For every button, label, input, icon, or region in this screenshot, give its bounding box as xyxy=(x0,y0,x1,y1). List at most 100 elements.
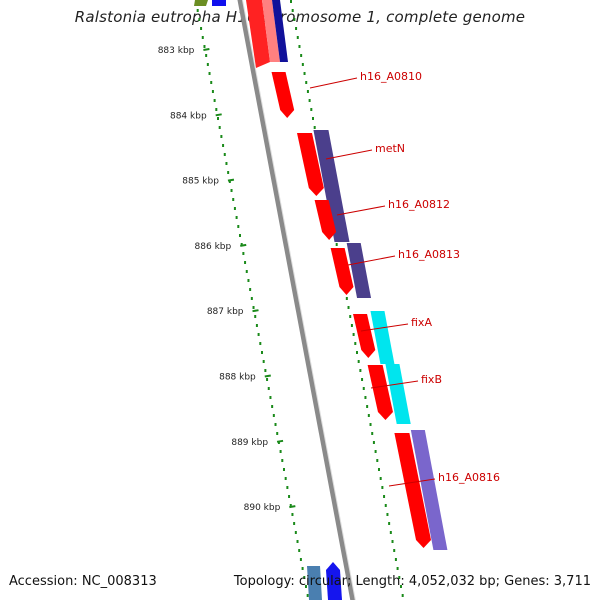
scale-tick-label: 884 kbp xyxy=(170,111,207,121)
scale-tick xyxy=(227,178,235,182)
gc-dot xyxy=(291,9,294,12)
gc-dot xyxy=(235,216,238,219)
accession-text: Accession: NC_008313 xyxy=(9,574,157,589)
cds-metN xyxy=(297,133,324,196)
gc-dot xyxy=(290,0,292,3)
gc-dot xyxy=(310,108,313,111)
gc-dot xyxy=(233,207,236,210)
gene-labels: h16_A0810 metN h16_A0812 h16_A0813 fixA fixB h… xyxy=(309,70,500,487)
gc-dot xyxy=(304,585,307,588)
gc-dot xyxy=(245,270,248,273)
gc-dot xyxy=(303,72,306,75)
gc-dot xyxy=(379,477,382,480)
partial-feature-blue-bottom xyxy=(326,562,342,600)
gc-dot xyxy=(223,153,226,156)
gc-dot xyxy=(355,351,358,354)
gc-dot xyxy=(367,414,370,417)
gc-dot xyxy=(303,576,306,579)
gene-label-fixA[interactable]: fixA xyxy=(411,316,432,329)
gc-dot xyxy=(264,369,267,372)
gc-dot xyxy=(293,18,296,21)
scale-tick xyxy=(203,48,210,51)
gc-dot xyxy=(384,504,387,507)
gene-label-h16_A0812[interactable]: h16_A0812 xyxy=(388,198,450,211)
gc-dot xyxy=(198,18,201,21)
scale-tick xyxy=(240,243,247,247)
kbp-scale: 883 kbp 884 kbp 885 kbp 886 kbp 887 kbp 888 k… xyxy=(158,46,296,513)
track-h16_A0816 xyxy=(410,430,448,550)
gc-dot xyxy=(203,45,206,48)
gc-dot xyxy=(200,27,203,30)
genome-summary-text: Topology: circular; Length: 4,052,032 bp… xyxy=(233,574,591,589)
scale-tick-label: 887 kbp xyxy=(207,307,244,317)
gc-dot xyxy=(205,54,208,57)
gc-dot xyxy=(225,162,228,165)
gc-dot xyxy=(227,171,230,174)
cds-h16_A0816 xyxy=(394,433,432,548)
gc-dot xyxy=(381,486,384,489)
gc-dot xyxy=(361,378,364,381)
gc-dot xyxy=(372,441,375,444)
gc-dot xyxy=(391,540,394,543)
scale-tick-label: 885 kbp xyxy=(182,177,219,187)
gc-dot xyxy=(386,513,389,516)
cds-top-2 xyxy=(262,0,280,62)
gc-dot xyxy=(279,450,282,453)
gc-dot xyxy=(299,558,302,561)
gene-label-metN[interactable]: metN xyxy=(375,142,405,155)
cds-fixA xyxy=(353,314,376,358)
gc-dot xyxy=(215,108,218,111)
gc-dot xyxy=(352,333,355,336)
scale-tick-label: 886 kbp xyxy=(195,242,232,252)
gc-dot xyxy=(266,378,269,381)
gene-label-h16_A0816[interactable]: h16_A0816 xyxy=(438,471,500,484)
gc-dot xyxy=(350,324,353,327)
gene-label-h16_A0813[interactable]: h16_A0813 xyxy=(398,248,460,261)
cds-fixB xyxy=(367,365,393,420)
gc-dot xyxy=(399,585,402,588)
gc-dot xyxy=(389,531,392,534)
gc-dot xyxy=(228,180,231,183)
gc-dot xyxy=(311,117,314,120)
gc-dot xyxy=(359,369,362,372)
gc-dot xyxy=(396,567,399,570)
gc-dot xyxy=(238,234,241,237)
scale-tick-label: 888 kbp xyxy=(219,373,256,383)
scale-tick-label: 890 kbp xyxy=(244,503,281,513)
gc-dot xyxy=(377,468,380,471)
track-h16_A0813 xyxy=(346,243,372,298)
gc-dot xyxy=(376,459,379,462)
gc-dot xyxy=(294,531,297,534)
gc-dot xyxy=(232,198,235,201)
gc-dot xyxy=(306,90,309,93)
gc-dot xyxy=(276,432,279,435)
gc-dot xyxy=(218,126,221,129)
gc-dot xyxy=(271,405,274,408)
leader-line xyxy=(325,149,373,160)
gc-dot xyxy=(306,594,309,597)
gc-dot xyxy=(259,342,262,345)
gene-label-h16_A0810[interactable]: h16_A0810 xyxy=(360,70,422,83)
gc-dot xyxy=(354,342,357,345)
track-top-navy xyxy=(272,0,288,62)
gc-dot xyxy=(269,396,272,399)
leader-line xyxy=(388,478,436,487)
scale-tick xyxy=(215,113,222,117)
gc-dot xyxy=(357,360,360,363)
cds-top-1 xyxy=(246,0,270,68)
gc-dot xyxy=(366,405,369,408)
gc-dot xyxy=(313,126,316,129)
gc-dot xyxy=(301,63,304,66)
bottom-partial-features xyxy=(307,562,342,600)
gc-dot xyxy=(295,27,298,30)
gc-skew-dots-outer xyxy=(290,0,404,597)
leader-line xyxy=(336,205,386,216)
scale-tick-label: 883 kbp xyxy=(158,46,195,56)
scale-tick xyxy=(252,309,259,313)
scale-tick xyxy=(264,374,271,378)
gc-dot xyxy=(288,495,291,498)
gc-dot xyxy=(383,495,386,498)
gene-label-fixB[interactable]: fixB xyxy=(421,373,442,386)
